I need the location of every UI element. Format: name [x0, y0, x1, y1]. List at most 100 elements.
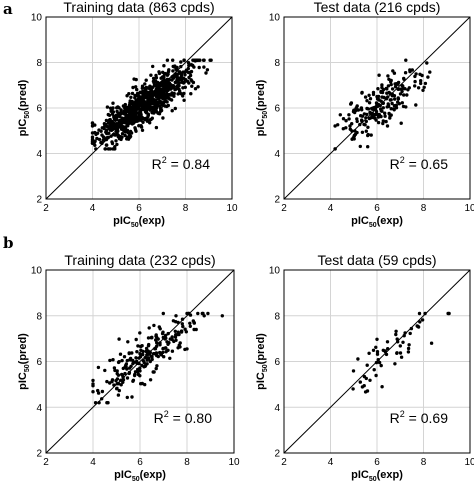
data-point [380, 83, 384, 87]
data-point [130, 99, 134, 104]
plot-frame [283, 269, 471, 454]
data-point [180, 322, 184, 326]
data-point [387, 90, 391, 95]
data-point [132, 103, 137, 107]
data-point [120, 125, 124, 129]
data-point [130, 91, 135, 96]
data-point [398, 344, 402, 348]
data-point [381, 87, 386, 92]
data-point [157, 96, 161, 100]
data-point [128, 356, 133, 361]
data-point [103, 147, 108, 151]
data-point [150, 97, 154, 101]
y-tick-label: 2 [274, 449, 280, 460]
r2-prefix: R [152, 156, 162, 172]
data-point [113, 147, 117, 151]
data-point [140, 86, 144, 90]
data-point [93, 139, 97, 143]
data-point [188, 70, 193, 75]
data-point [133, 126, 137, 130]
data-point [170, 349, 175, 353]
r2-annotation: R2 = 0.65 [390, 155, 449, 172]
data-point [338, 113, 342, 117]
data-point [151, 76, 156, 81]
data-point [138, 366, 142, 370]
data-point [348, 127, 352, 131]
data-point [376, 120, 381, 125]
data-point [389, 80, 393, 84]
data-point [136, 370, 140, 374]
data-point [171, 69, 175, 73]
data-point [187, 75, 191, 80]
data-point [148, 378, 153, 382]
data-point [143, 82, 147, 86]
x-tick-label: 10 [464, 457, 474, 468]
data-point [126, 340, 130, 344]
data-point [174, 314, 178, 318]
data-point [119, 378, 123, 382]
data-point [408, 331, 412, 336]
data-point [140, 97, 144, 102]
data-point [386, 74, 390, 78]
data-point [151, 64, 155, 69]
data-point [110, 378, 115, 382]
x-axis-label-tail: (exp) [139, 215, 166, 227]
y-axis-label-main: pIC [255, 372, 267, 390]
data-point [162, 355, 166, 359]
y-axis-label: pIC50(pred) [17, 79, 31, 136]
data-point [398, 351, 403, 355]
data-point [135, 87, 139, 92]
x-axis-label-main: pIC [113, 215, 131, 227]
r2-superscript: 2 [400, 155, 405, 165]
data-point [387, 77, 391, 82]
data-point [147, 326, 151, 330]
x-axis-label: pIC50(exp) [113, 215, 165, 229]
data-point [111, 110, 116, 114]
data-point [386, 104, 391, 109]
data-point [406, 346, 411, 351]
data-point [377, 360, 382, 365]
data-point [108, 358, 112, 363]
data-point [144, 346, 149, 351]
x-tick-label: 8 [421, 457, 427, 468]
y-tick-label: 6 [36, 104, 42, 115]
y-axis-label-main: pIC [17, 119, 29, 137]
data-point [125, 94, 129, 98]
data-point [131, 85, 135, 90]
data-point [157, 71, 162, 76]
data-point [135, 350, 139, 354]
data-point [174, 72, 179, 76]
data-point [142, 104, 147, 109]
data-point [379, 89, 383, 94]
data-point [143, 355, 148, 360]
data-point [124, 109, 128, 113]
data-point [179, 60, 183, 64]
data-point [380, 385, 384, 389]
data-point [113, 125, 118, 129]
data-point [96, 365, 101, 370]
data-point [178, 71, 182, 75]
data-point [188, 321, 192, 325]
y-tick-label: 6 [274, 104, 280, 115]
data-point [392, 107, 396, 111]
x-tick-label: 10 [464, 203, 474, 214]
data-point [154, 105, 158, 109]
data-point [341, 127, 345, 131]
data-point [120, 358, 124, 363]
data-point [93, 123, 97, 127]
data-point [100, 133, 104, 137]
data-point [122, 120, 126, 125]
data-point [396, 340, 400, 344]
data-point [144, 349, 148, 354]
data-point [116, 129, 120, 133]
data-point [390, 101, 394, 106]
data-point [166, 331, 170, 336]
data-point [117, 337, 121, 341]
data-point [366, 132, 370, 137]
data-point [385, 124, 390, 128]
data-point [413, 84, 417, 88]
data-point [162, 77, 166, 82]
data-point [364, 129, 368, 133]
data-point [150, 357, 154, 362]
